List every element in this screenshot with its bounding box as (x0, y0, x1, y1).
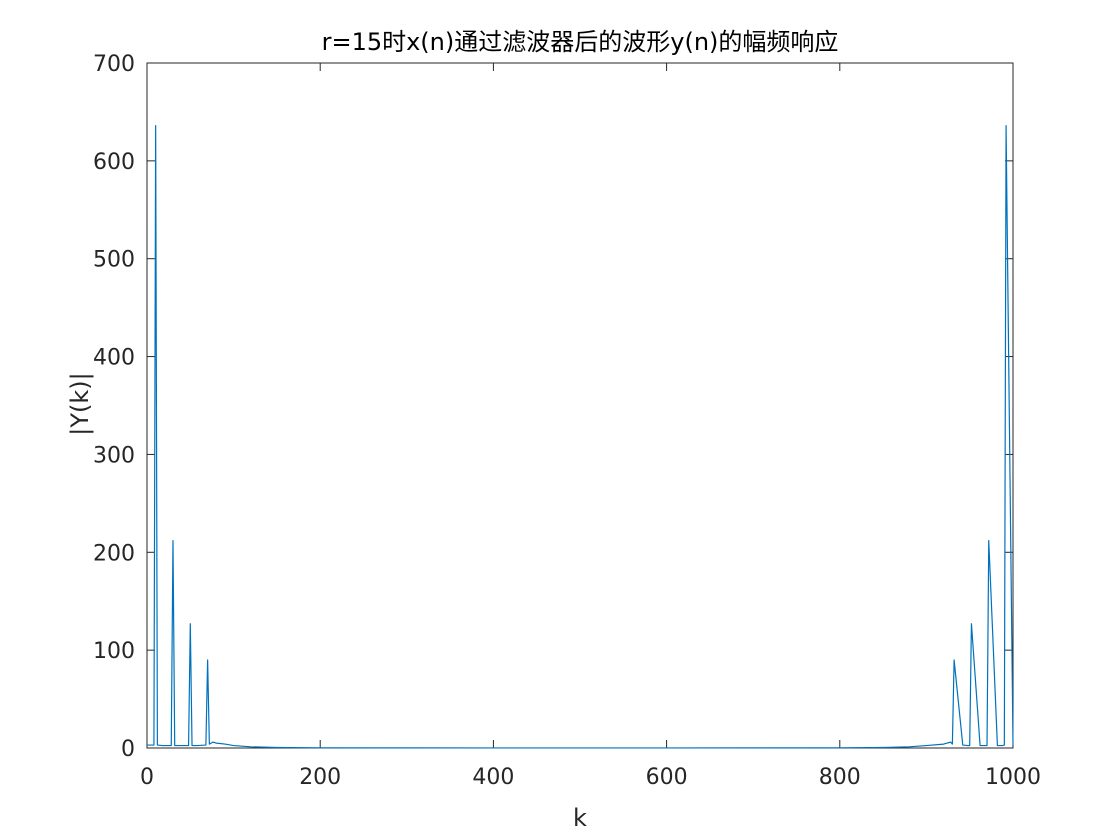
plot-frame (146, 62, 1014, 749)
series-line-0 (147, 125, 1014, 749)
y-axis-tick-label: 300 (93, 443, 135, 468)
x-axis-tick-label: 400 (472, 765, 514, 790)
y-axis-tick-label: 0 (121, 737, 135, 762)
chart-title: r=15时x(n)通过滤波器后的波形y(n)的幅频响应 (322, 28, 839, 56)
x-axis-tick-label: 200 (299, 765, 341, 790)
y-axis-title: |Y(k)| (66, 372, 94, 435)
x-axis-tick-label: 800 (819, 765, 861, 790)
y-axis-tick-label: 700 (93, 52, 135, 77)
y-axis-tick-label: 200 (93, 541, 135, 566)
x-axis-title: k (573, 804, 587, 832)
x-axis-tick-label: 1000 (985, 765, 1041, 790)
y-axis-tick-label: 500 (93, 248, 135, 273)
y-axis-tick-label: 400 (93, 346, 135, 371)
y-axis-tick-label: 100 (93, 639, 135, 664)
y-axis-tick-label: 600 (93, 150, 135, 175)
x-axis-tick-label: 600 (646, 765, 688, 790)
x-axis-tick-label: 0 (140, 765, 154, 790)
